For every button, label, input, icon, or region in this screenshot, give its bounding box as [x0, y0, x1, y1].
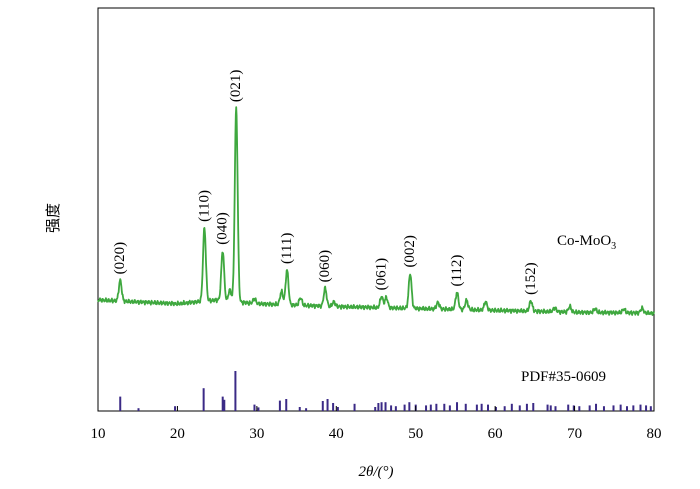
sample-label: Co-MoO3: [557, 233, 616, 252]
x-axis-ticks: 10 20 30 40 50 60 70 80: [91, 406, 662, 442]
x-tick-label: 30: [249, 426, 264, 442]
x-tick-label: 10: [91, 426, 106, 442]
reference-label: PDF#35-0609: [521, 369, 606, 385]
peak-label: (110): [196, 190, 212, 222]
x-axis-label: 2θ/(°): [358, 464, 393, 480]
peak-labels: (020) (110)(040) (021) (111) (060) (061) (002)…: [112, 70, 539, 295]
x-tick-label: 80: [647, 426, 662, 442]
x-tick-label: 70: [567, 426, 582, 442]
y-axis-label: 强度: [44, 203, 62, 233]
reference-lines: [119, 371, 652, 411]
peak-label: (040): [215, 212, 231, 245]
peak-label: (021): [228, 70, 244, 103]
plot-frame: [97, 7, 655, 412]
co-moo3-pattern-line: [97, 106, 655, 316]
peak-label: (002): [402, 235, 418, 268]
x-tick-label: 40: [329, 426, 344, 442]
peak-label: (060): [317, 250, 333, 283]
x-tick-label: 60: [488, 426, 503, 442]
peak-label: (061): [374, 258, 390, 291]
x-tick-label: 20: [170, 426, 185, 442]
peak-label: (111): [279, 233, 295, 264]
x-tick-label: 50: [408, 426, 423, 442]
peak-label: (020): [112, 242, 128, 275]
peak-label: (112): [449, 255, 465, 287]
peak-label: (152): [523, 262, 539, 295]
